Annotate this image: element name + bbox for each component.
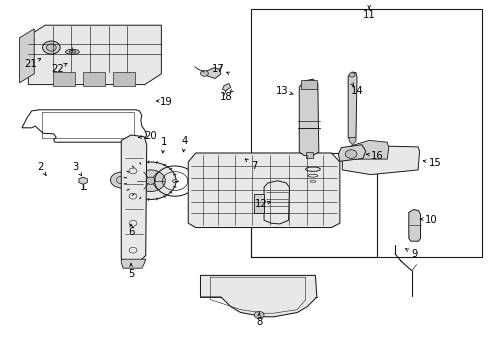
Ellipse shape — [69, 51, 76, 53]
Text: 21: 21 — [24, 59, 37, 69]
Text: 11: 11 — [362, 10, 375, 20]
Circle shape — [254, 311, 264, 319]
Text: 4: 4 — [182, 136, 187, 146]
Text: 9: 9 — [410, 249, 417, 259]
Polygon shape — [204, 68, 221, 78]
Polygon shape — [200, 275, 316, 317]
Bar — [250, 153, 376, 257]
Polygon shape — [113, 72, 135, 86]
Circle shape — [136, 170, 165, 192]
Text: 13: 13 — [276, 86, 288, 96]
Text: 7: 7 — [250, 161, 257, 171]
Polygon shape — [188, 153, 339, 228]
Text: 8: 8 — [256, 317, 262, 327]
Polygon shape — [53, 72, 75, 86]
Text: 22: 22 — [51, 64, 64, 74]
Polygon shape — [121, 259, 145, 268]
Polygon shape — [305, 152, 312, 158]
Text: 6: 6 — [127, 227, 134, 237]
Polygon shape — [347, 72, 356, 141]
Text: 14: 14 — [350, 86, 363, 96]
Circle shape — [145, 177, 155, 184]
Polygon shape — [83, 72, 105, 86]
Text: 20: 20 — [144, 131, 157, 141]
Text: 5: 5 — [127, 269, 134, 279]
Circle shape — [345, 150, 356, 158]
Polygon shape — [299, 79, 318, 156]
Text: 16: 16 — [370, 150, 383, 161]
Polygon shape — [408, 210, 420, 241]
Text: 3: 3 — [73, 162, 79, 172]
Text: 15: 15 — [428, 158, 441, 168]
Polygon shape — [348, 138, 355, 145]
Polygon shape — [264, 181, 289, 224]
Text: 1: 1 — [160, 137, 167, 147]
Polygon shape — [338, 145, 365, 161]
Polygon shape — [350, 140, 388, 159]
Text: 17: 17 — [212, 64, 224, 74]
Polygon shape — [28, 25, 161, 85]
Text: 12: 12 — [255, 199, 267, 210]
Text: 18: 18 — [219, 92, 232, 102]
Polygon shape — [342, 146, 419, 175]
Polygon shape — [20, 29, 34, 83]
Text: 19: 19 — [160, 96, 172, 107]
Bar — [250, 9, 481, 257]
Polygon shape — [79, 177, 87, 184]
Circle shape — [46, 44, 56, 51]
Circle shape — [110, 172, 132, 188]
Polygon shape — [121, 135, 146, 263]
Circle shape — [200, 71, 208, 76]
Text: 2: 2 — [37, 162, 44, 172]
Circle shape — [42, 41, 60, 54]
Polygon shape — [300, 80, 316, 89]
Polygon shape — [254, 194, 264, 213]
Ellipse shape — [65, 49, 79, 54]
Circle shape — [172, 179, 177, 183]
Polygon shape — [222, 84, 230, 91]
Text: 10: 10 — [424, 215, 437, 225]
Circle shape — [348, 73, 354, 77]
Circle shape — [125, 162, 176, 199]
